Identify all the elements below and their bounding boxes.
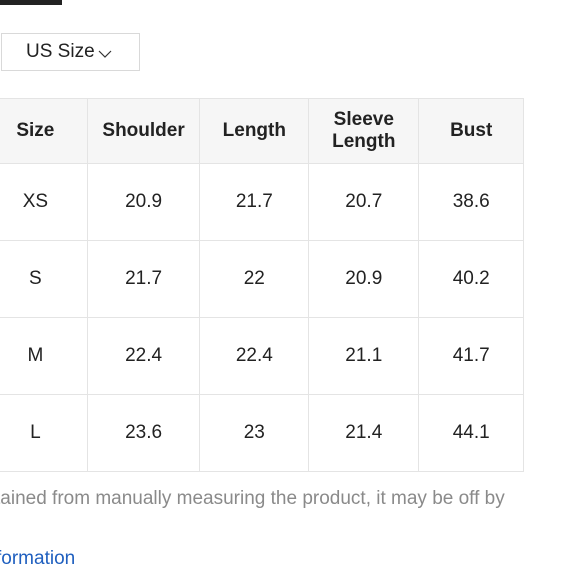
active-tab-indicator xyxy=(0,0,62,5)
cell-size: M xyxy=(0,317,88,395)
table-row: S 21.7 22 20.9 40.2 xyxy=(0,240,524,318)
size-unit-dropdown[interactable]: US Size xyxy=(1,33,140,71)
cell-sleeve-length: 21.4 xyxy=(308,394,420,472)
cell-size: S xyxy=(0,240,88,318)
size-table: Size Shoulder Length Sleeve Length Bust … xyxy=(0,98,524,472)
table-row: L 23.6 23 21.4 44.1 xyxy=(0,394,524,472)
cell-shoulder: 23.6 xyxy=(86,394,201,472)
cell-length: 22 xyxy=(199,240,310,318)
size-information-link[interactable]: formation xyxy=(0,548,76,569)
table-header-row: Size Shoulder Length Sleeve Length Bust xyxy=(0,98,524,164)
table-row: XS 20.9 21.7 20.7 38.6 xyxy=(0,163,524,241)
cell-bust: 40.2 xyxy=(418,240,524,318)
cell-bust: 41.7 xyxy=(418,317,524,395)
size-table-container: Size Shoulder Length Sleeve Length Bust … xyxy=(0,98,541,472)
cell-size: XS xyxy=(0,163,88,241)
cell-length: 21.7 xyxy=(199,163,310,241)
cell-bust: 44.1 xyxy=(418,394,524,472)
header-bust: Bust xyxy=(418,98,524,164)
cell-shoulder: 20.9 xyxy=(86,163,201,241)
measurement-note: tained from manually measuring the produ… xyxy=(0,488,505,509)
cell-shoulder: 22.4 xyxy=(86,317,201,395)
cell-sleeve-length: 21.1 xyxy=(308,317,420,395)
header-shoulder: Shoulder xyxy=(86,98,201,164)
cell-shoulder: 21.7 xyxy=(86,240,201,318)
cell-sleeve-length: 20.9 xyxy=(308,240,420,318)
header-sleeve-length: Sleeve Length xyxy=(308,98,420,164)
cell-sleeve-length: 20.7 xyxy=(308,163,420,241)
header-size: Size xyxy=(0,98,88,164)
table-row: M 22.4 22.4 21.1 41.7 xyxy=(0,317,524,395)
header-length: Length xyxy=(199,98,310,164)
cell-length: 23 xyxy=(199,394,310,472)
chevron-down-icon xyxy=(98,50,112,58)
size-unit-selected: US Size xyxy=(26,41,95,62)
cell-bust: 38.6 xyxy=(418,163,524,241)
cell-length: 22.4 xyxy=(199,317,310,395)
cell-size: L xyxy=(0,394,88,472)
header-sleeve-length-label: Sleeve Length xyxy=(332,109,396,152)
